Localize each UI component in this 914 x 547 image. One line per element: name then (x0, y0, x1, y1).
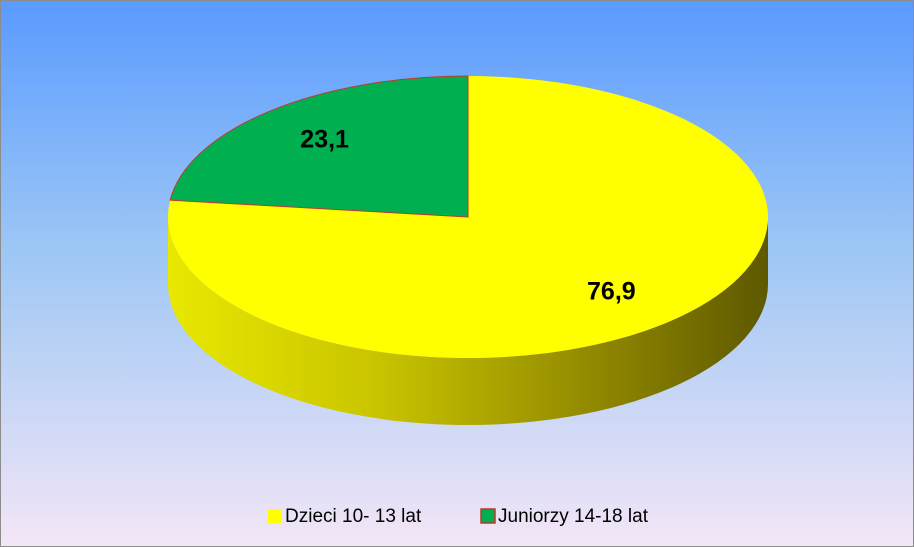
legend-swatch (268, 509, 282, 523)
pie: 76,9 23,1 (168, 75, 769, 425)
legend-swatch (480, 508, 496, 524)
legend-label: Juniorzy 14-18 lat (498, 506, 649, 527)
data-label: 23,1 (300, 126, 349, 154)
data-label: 76,9 (587, 278, 636, 306)
legend-label: Dzieci 10- 13 lat (285, 506, 422, 527)
pie-side (168, 217, 768, 425)
legend: Dzieci 10- 13 lat Juniorzy 14-18 lat (268, 506, 649, 527)
pie-slice (169, 75, 469, 218)
